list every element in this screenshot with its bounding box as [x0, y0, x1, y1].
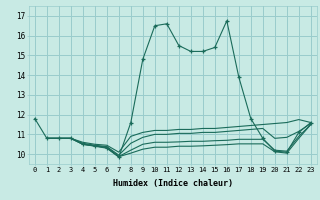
X-axis label: Humidex (Indice chaleur): Humidex (Indice chaleur)	[113, 179, 233, 188]
